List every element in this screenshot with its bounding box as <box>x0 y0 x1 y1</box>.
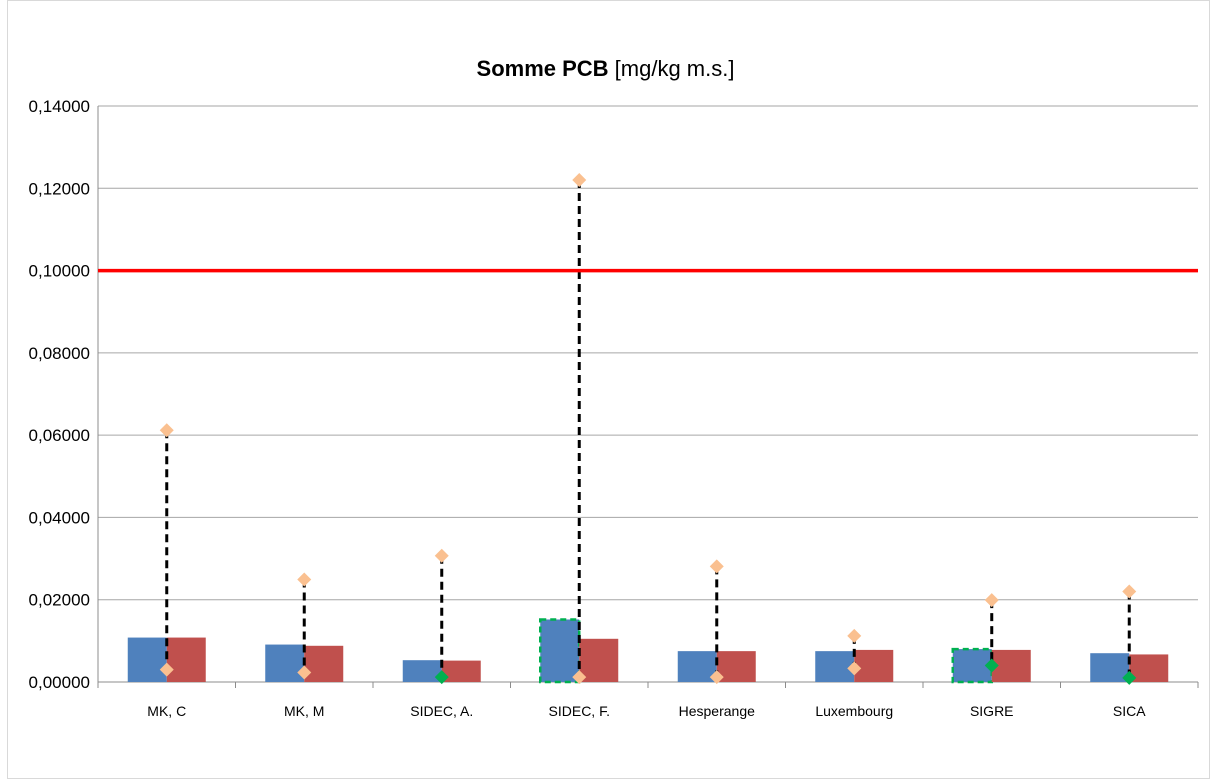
y-tick-label: 0,06000 <box>29 426 90 445</box>
max-marker <box>434 548 449 563</box>
x-tick-label: Hesperange <box>679 703 755 719</box>
y-tick-label: 0,04000 <box>29 508 90 527</box>
max-marker <box>572 173 587 188</box>
min-marker <box>709 670 724 685</box>
x-tick-label: SIDEC, A. <box>410 703 473 719</box>
bar-series-1 <box>402 660 442 682</box>
min-marker <box>847 661 862 676</box>
chart-title-unit: [mg/kg m.s.] <box>608 56 735 81</box>
bar-series-1 <box>540 619 580 682</box>
max-marker <box>159 423 174 438</box>
y-tick-label: 0,12000 <box>29 179 90 198</box>
y-tick-label: 0,00000 <box>29 673 90 692</box>
min-marker <box>159 662 174 677</box>
max-marker <box>297 572 312 587</box>
x-tick-label: SIDEC, F. <box>549 703 610 719</box>
bar-series-2 <box>579 638 619 682</box>
x-tick-label: MK, M <box>284 703 324 719</box>
max-marker <box>1122 584 1137 599</box>
y-tick-label: 0,02000 <box>29 591 90 610</box>
max-marker <box>709 559 724 574</box>
bar-series-2 <box>854 649 894 682</box>
chart-title: Somme PCB [mg/kg m.s.] <box>0 56 1211 82</box>
min-marker <box>1122 670 1137 685</box>
x-tick-label: SICA <box>1113 703 1146 719</box>
min-marker <box>434 670 449 685</box>
y-tick-label: 0,14000 <box>29 97 90 116</box>
bar-series-2 <box>441 660 481 682</box>
bar-series-2 <box>166 637 206 682</box>
y-tick-label: 0,10000 <box>29 262 90 281</box>
bar-series-1 <box>265 644 305 682</box>
max-marker <box>984 593 999 608</box>
x-tick-label: Luxembourg <box>815 703 893 719</box>
x-tick-label: MK, C <box>147 703 186 719</box>
bar-series-1 <box>815 651 855 682</box>
min-marker <box>297 665 312 680</box>
max-marker <box>847 628 862 643</box>
bar-series-1 <box>127 637 167 682</box>
x-tick-label: SIGRE <box>970 703 1014 719</box>
y-tick-label: 0,08000 <box>29 344 90 363</box>
min-marker <box>984 658 999 673</box>
bar-series-2 <box>304 645 344 682</box>
chart-title-main: Somme PCB <box>476 56 609 81</box>
bar-series-1 <box>1090 653 1130 682</box>
min-marker <box>572 670 587 685</box>
